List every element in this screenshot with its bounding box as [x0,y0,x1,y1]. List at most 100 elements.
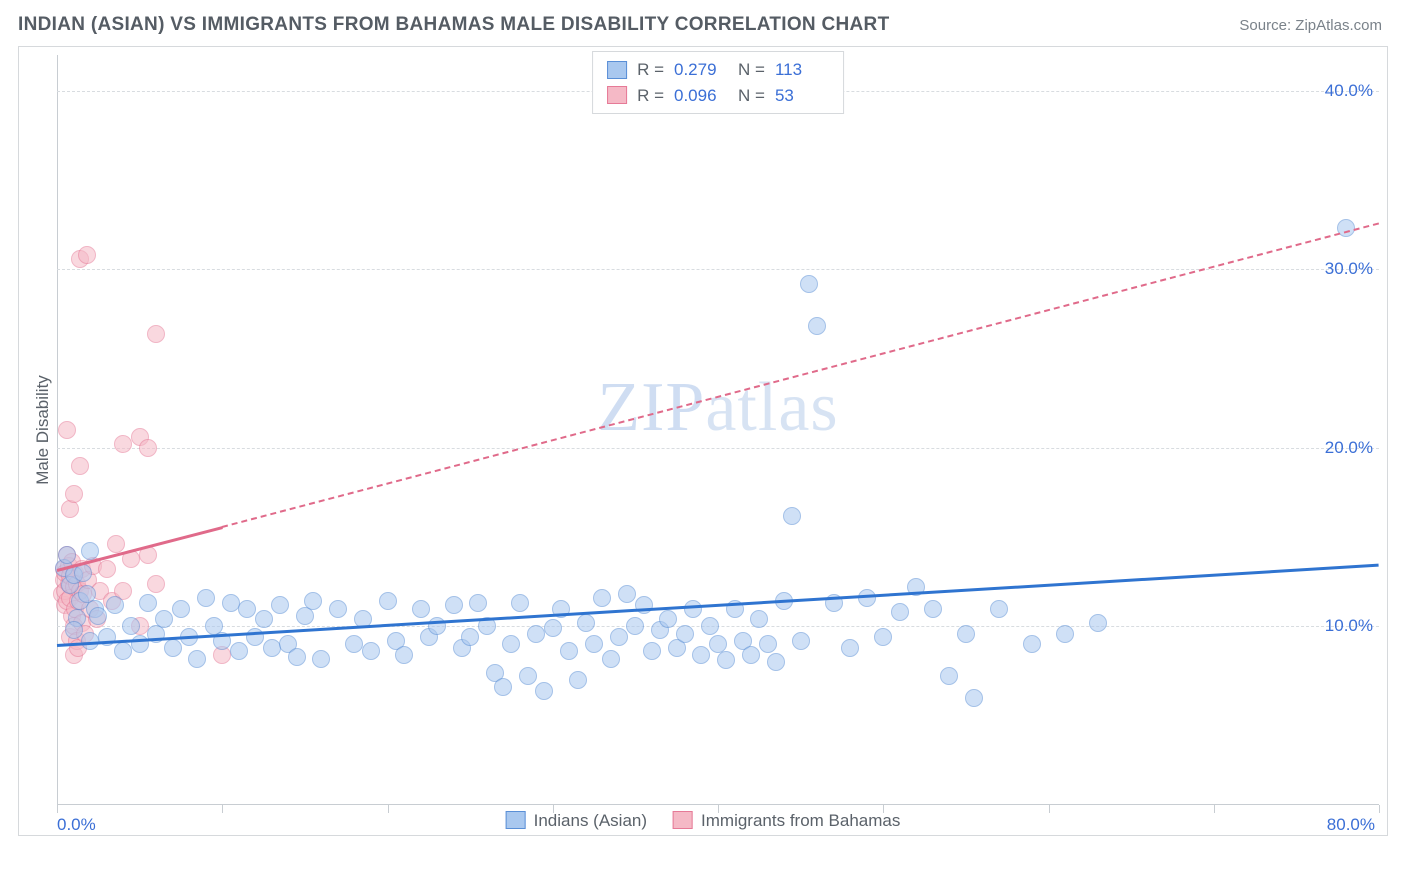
data-point [626,617,644,635]
plot-area: ZIPatlas Male Disability R = 0.279 N = 1… [57,55,1379,805]
y-axis-label: Male Disability [33,375,53,485]
data-point [618,585,636,603]
y-tick-label: 20.0% [1325,438,1373,458]
data-point [808,317,826,335]
data-point [767,653,785,671]
data-point [841,639,859,657]
data-point [58,421,76,439]
data-point [155,610,173,628]
data-point [924,600,942,618]
legend-row-blue: R = 0.279 N = 113 [607,57,829,83]
data-point [304,592,322,610]
r-value-blue: 0.279 [674,57,728,83]
swatch-pink [673,811,693,829]
source-prefix: Source: [1239,17,1295,34]
data-point [255,610,273,628]
swatch-blue [506,811,526,829]
n-label: N = [738,57,765,83]
data-point [98,560,116,578]
data-point [519,667,537,685]
data-point [783,507,801,525]
data-point [544,619,562,637]
data-point [800,275,818,293]
data-point [139,439,157,457]
chart-title: INDIAN (ASIAN) VS IMMIGRANTS FROM BAHAMA… [18,14,890,36]
legend-item-blue: Indians (Asian) [506,811,647,831]
chart-header: INDIAN (ASIAN) VS IMMIGRANTS FROM BAHAMA… [0,0,1406,46]
x-tick [388,805,389,813]
data-point [957,625,975,643]
data-point [527,625,545,643]
source-name: ZipAtlas.com [1295,17,1382,34]
data-point [494,678,512,696]
data-point [717,651,735,669]
data-point [288,648,306,666]
x-min-label: 0.0% [57,815,96,835]
legend-correlation: R = 0.279 N = 113 R = 0.096 N = 53 [592,51,844,114]
data-point [197,589,215,607]
data-point [792,632,810,650]
data-point [58,546,76,564]
data-point [569,671,587,689]
r-label: R = [637,57,664,83]
data-point [585,635,603,653]
y-tick-label: 40.0% [1325,81,1373,101]
data-point [395,646,413,664]
data-point [602,650,620,668]
y-tick-label: 30.0% [1325,259,1373,279]
data-point [139,594,157,612]
data-point [990,600,1008,618]
gridline [57,269,1379,270]
x-tick [1214,805,1215,813]
data-point [147,325,165,343]
n-value-pink: 53 [775,83,829,109]
data-point [122,617,140,635]
data-point [759,635,777,653]
data-point [379,592,397,610]
data-point [692,646,710,664]
data-point [312,650,330,668]
legend-item-pink: Immigrants from Bahamas [673,811,900,831]
legend-series: Indians (Asian) Immigrants from Bahamas [506,811,901,831]
data-point [238,600,256,618]
data-point [188,650,206,668]
chart-container: ZIPatlas Male Disability R = 0.279 N = 1… [18,46,1388,836]
data-point [164,639,182,657]
r-label: R = [637,83,664,109]
data-point [78,246,96,264]
data-point [222,594,240,612]
series-name-blue: Indians (Asian) [534,811,647,830]
data-point [1023,635,1041,653]
data-point [502,635,520,653]
data-point [362,642,380,660]
data-point [263,639,281,657]
data-point [65,485,83,503]
data-point [1056,625,1074,643]
x-tick [1379,805,1380,813]
data-point [1089,614,1107,632]
data-point [891,603,909,621]
data-point [965,689,983,707]
data-point [329,600,347,618]
data-point [271,596,289,614]
data-point [659,610,677,628]
data-point [577,614,595,632]
data-point [445,596,463,614]
data-point [676,625,694,643]
data-point [742,646,760,664]
x-max-label: 80.0% [1327,815,1375,835]
x-tick [222,805,223,813]
data-point [461,628,479,646]
data-point [940,667,958,685]
swatch-pink [607,86,627,104]
data-point [593,589,611,607]
data-point [511,594,529,612]
n-value-blue: 113 [775,57,829,83]
data-point [114,435,132,453]
data-point [106,596,124,614]
data-point [643,642,661,660]
data-point [71,457,89,475]
r-value-pink: 0.096 [674,83,728,109]
swatch-blue [607,61,627,79]
data-point [172,600,190,618]
